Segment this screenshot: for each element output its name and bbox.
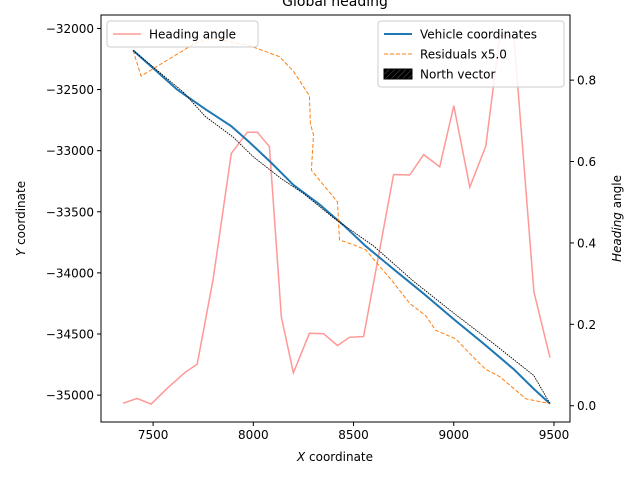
- y-tick-label: −34500: [46, 328, 94, 342]
- legend-label-heading-angle: Heading angle: [149, 28, 236, 42]
- x-tick-label: 7500: [138, 428, 169, 442]
- series-line-north-vector: [132, 50, 551, 404]
- y2-tick-label: 0.4: [577, 236, 596, 250]
- legend-box: [106, 20, 259, 48]
- legend-box: [377, 20, 565, 88]
- y2-tick-label: 0.6: [577, 155, 596, 169]
- y-tick-label: −33000: [46, 144, 94, 158]
- y-tick-label: −35000: [46, 389, 94, 403]
- y-tick-label: −32000: [46, 22, 94, 36]
- series-line-vehicle-coordinates: [132, 49, 551, 405]
- x-tick-label: 8500: [338, 428, 369, 442]
- y-tick-label: −32500: [46, 83, 94, 97]
- y2-tick-label: 0.2: [577, 318, 596, 332]
- x-tick-label: 9500: [539, 428, 570, 442]
- legend-swatch-north-vector: [383, 68, 413, 80]
- legend-label-north-vector: North vector: [420, 68, 496, 82]
- series-line-heading-angle: [122, 34, 551, 405]
- legend-label-residuals-x5-0: Residuals x5.0: [420, 48, 507, 62]
- y-tick-label: −34000: [46, 266, 94, 280]
- y-tick-label: −33500: [46, 205, 94, 219]
- y2-tick-label: 0.0: [577, 399, 596, 413]
- x-tick-label: 8000: [238, 428, 269, 442]
- y2-tick-label: 0.8: [577, 74, 596, 88]
- chart-title: Global heading: [282, 0, 388, 10]
- x-tick-label: 9000: [438, 428, 469, 442]
- y-axis-title: Y coordinate: [14, 181, 28, 256]
- y2-axis-title: Heading angle: [610, 175, 624, 262]
- plot-frame: [100, 14, 571, 423]
- x-axis-title: X coordinate: [296, 450, 373, 464]
- legend-label-vehicle-coordinates: Vehicle coordinates: [420, 28, 537, 42]
- series-line-residuals-x5-0: [132, 37, 551, 405]
